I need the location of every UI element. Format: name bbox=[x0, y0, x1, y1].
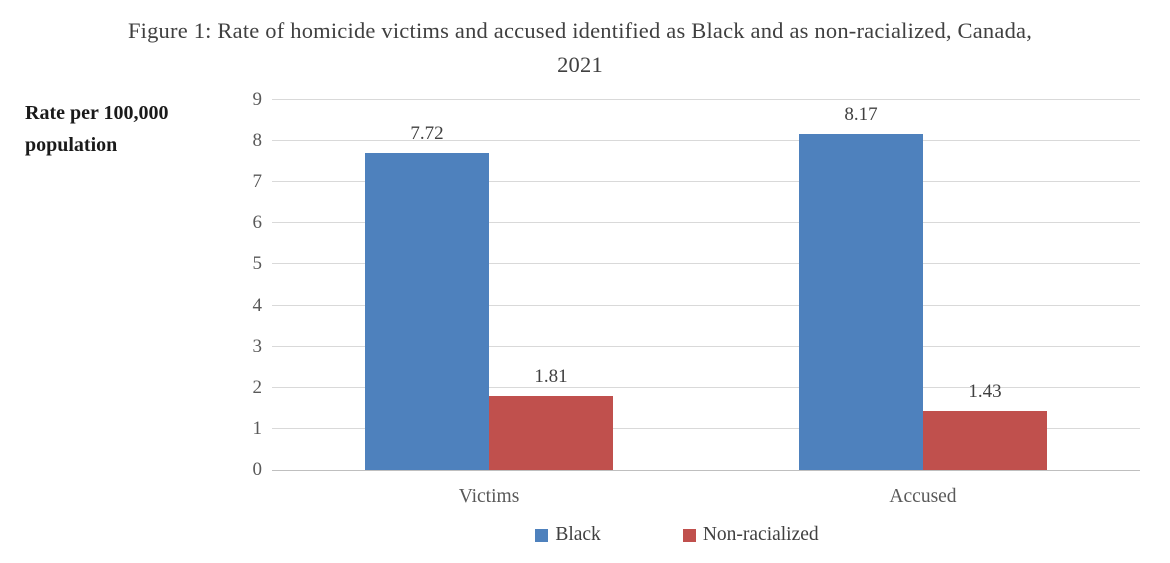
gridline-y7 bbox=[272, 181, 1140, 183]
legend: Black Non-racialized bbox=[272, 524, 1082, 546]
gridline-y5 bbox=[272, 263, 1140, 265]
gridline-y3 bbox=[272, 345, 1140, 347]
y-tick-label-7: 7 bbox=[252, 171, 263, 193]
data-label-non-racialized-victims: 1.81 bbox=[534, 365, 568, 387]
legend-item-non-racialized: Non-racialized bbox=[682, 524, 819, 546]
data-label-black-victims: 7.72 bbox=[410, 122, 444, 144]
gridline-y4 bbox=[272, 304, 1140, 306]
legend-swatch-icon bbox=[535, 528, 549, 542]
y-tick-label-2: 2 bbox=[252, 376, 263, 398]
category-label-accused: Accused bbox=[889, 486, 957, 507]
x-axis-line bbox=[272, 469, 1140, 471]
gridline-y6 bbox=[272, 222, 1140, 224]
y-tick-label-6: 6 bbox=[252, 212, 263, 234]
y-tick-label-1: 1 bbox=[252, 417, 263, 439]
y-tick-label-5: 5 bbox=[252, 253, 263, 275]
bar-non-racialized-victims bbox=[489, 395, 613, 470]
plot-area: 7.72 1.81 Victims 8.17 1.43 Accused bbox=[272, 99, 1140, 507]
y-tick-label-8: 8 bbox=[252, 130, 263, 152]
y-tick-label-9: 9 bbox=[252, 89, 263, 110]
legend-swatch-icon bbox=[682, 528, 696, 542]
gridline-y1 bbox=[272, 427, 1140, 429]
bar-black-victims bbox=[365, 152, 489, 470]
y-axis-title: Rate per 100,000 population bbox=[25, 102, 169, 156]
y-tick-label-0: 0 bbox=[252, 459, 263, 480]
figure-title: Figure 1: Rate of homicide victims and a… bbox=[127, 18, 1033, 77]
legend-label: Black bbox=[555, 524, 601, 545]
legend-label: Non-racialized bbox=[702, 524, 819, 545]
y-axis: 0 1 2 3 4 5 6 7 8 9 bbox=[200, 89, 263, 480]
y-tick-label-4: 4 bbox=[252, 294, 263, 316]
y-tick-label-3: 3 bbox=[252, 335, 263, 357]
bar-non-racialized-accused bbox=[923, 411, 1047, 470]
gridline-y9 bbox=[272, 99, 1140, 100]
gridline-y2 bbox=[272, 386, 1140, 388]
data-label-black-accused: 8.17 bbox=[844, 104, 878, 126]
bar-black-accused bbox=[799, 134, 923, 470]
category-label-victims: Victims bbox=[458, 486, 520, 507]
legend-item-black: Black bbox=[535, 524, 601, 546]
data-label-non-racialized-accused: 1.43 bbox=[968, 381, 1002, 403]
gridline-y8 bbox=[272, 140, 1140, 142]
